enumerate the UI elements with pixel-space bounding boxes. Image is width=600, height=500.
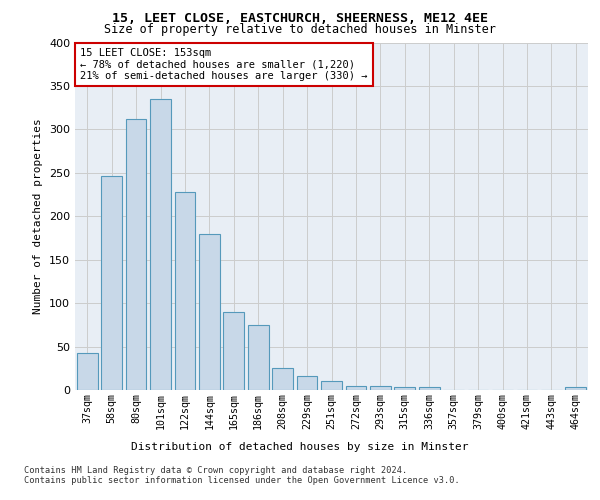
Bar [125, 119, 146, 390]
Text: Size of property relative to detached houses in Minster: Size of property relative to detached ho… [104, 22, 496, 36]
Text: Contains public sector information licensed under the Open Government Licence v3: Contains public sector information licen… [24, 476, 460, 485]
Bar [565, 388, 586, 390]
Bar [199, 234, 220, 390]
Text: 15 LEET CLOSE: 153sqm
← 78% of detached houses are smaller (1,220)
21% of semi-d: 15 LEET CLOSE: 153sqm ← 78% of detached … [80, 48, 368, 81]
Bar [77, 352, 98, 390]
Bar [150, 99, 171, 390]
Text: 15, LEET CLOSE, EASTCHURCH, SHEERNESS, ME12 4EE: 15, LEET CLOSE, EASTCHURCH, SHEERNESS, M… [112, 12, 488, 24]
Bar [321, 382, 342, 390]
Text: Distribution of detached houses by size in Minster: Distribution of detached houses by size … [131, 442, 469, 452]
Bar [272, 368, 293, 390]
Bar [296, 376, 317, 390]
Y-axis label: Number of detached properties: Number of detached properties [34, 118, 43, 314]
Bar [419, 388, 440, 390]
Bar [370, 386, 391, 390]
Bar [223, 312, 244, 390]
Text: Contains HM Land Registry data © Crown copyright and database right 2024.: Contains HM Land Registry data © Crown c… [24, 466, 407, 475]
Bar [346, 386, 367, 390]
Bar [394, 386, 415, 390]
Bar [248, 325, 269, 390]
Bar [175, 192, 196, 390]
Bar [101, 176, 122, 390]
